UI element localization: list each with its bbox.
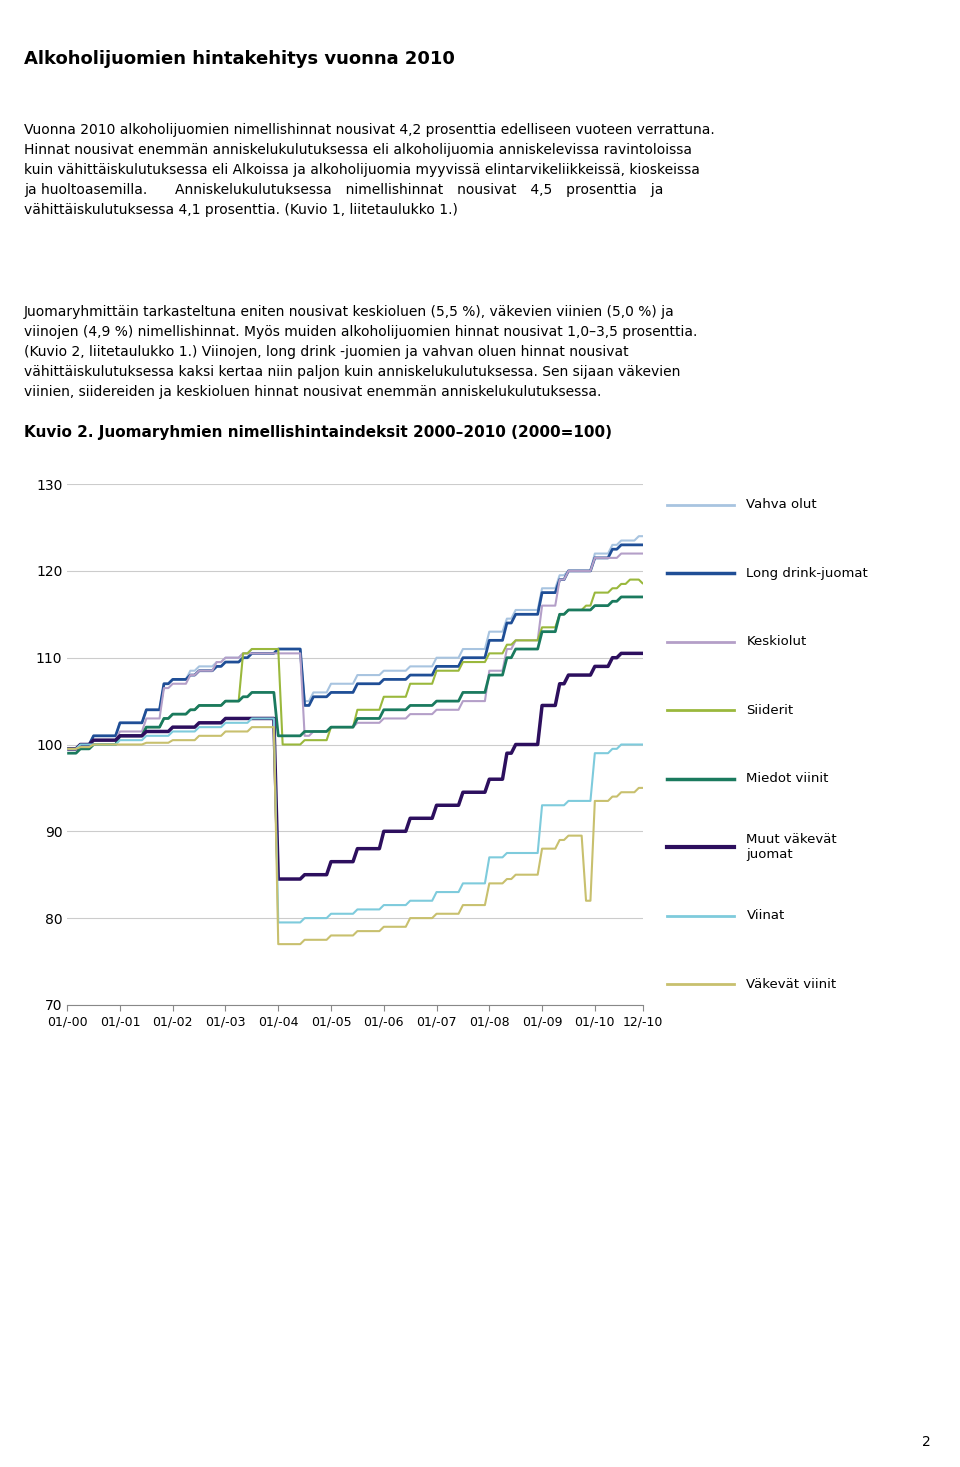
Text: Long drink-juomat: Long drink-juomat (747, 566, 868, 579)
Text: Vahva olut: Vahva olut (747, 499, 817, 512)
Text: Kuvio 2. Juomaryhmien nimellishintaindeksit 2000–2010 (2000=100): Kuvio 2. Juomaryhmien nimellishintaindek… (24, 425, 612, 440)
Text: Keskiolut: Keskiolut (747, 635, 806, 648)
Text: Alkoholijuomien hintakehitys vuonna 2010: Alkoholijuomien hintakehitys vuonna 2010 (24, 50, 455, 67)
Text: Viinat: Viinat (747, 910, 784, 923)
Text: 2: 2 (923, 1435, 931, 1449)
Text: Vuonna 2010 alkoholijuomien nimellishinnat nousivat 4,2 prosenttia edelliseen vu: Vuonna 2010 alkoholijuomien nimellishinn… (24, 123, 715, 217)
Text: Miedot viinit: Miedot viinit (747, 772, 828, 785)
Text: Juomaryhmittäin tarkasteltuna eniten nousivat keskioluen (5,5 %), väkevien viini: Juomaryhmittäin tarkasteltuna eniten nou… (24, 305, 697, 399)
Text: Siiderit: Siiderit (747, 704, 794, 717)
Text: Väkevät viinit: Väkevät viinit (747, 977, 836, 990)
Text: Muut väkevät
juomat: Muut väkevät juomat (747, 833, 837, 861)
